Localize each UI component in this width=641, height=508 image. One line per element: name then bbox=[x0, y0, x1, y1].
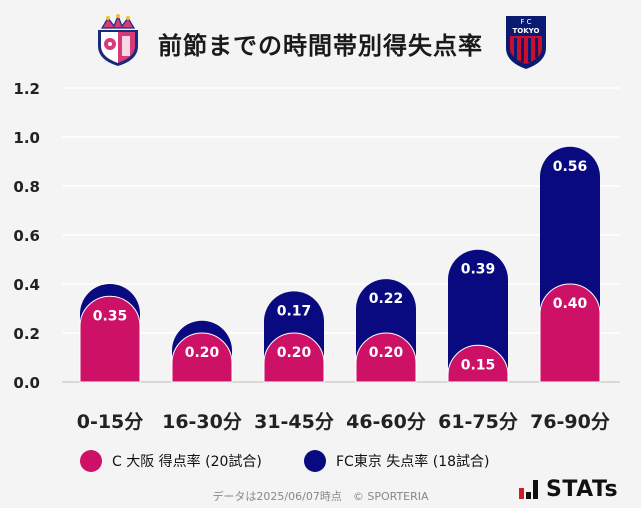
bar-cerezo bbox=[79, 295, 141, 383]
data-label-fctokyo: 0.22 bbox=[369, 291, 404, 307]
y-tick-label: 0.0 bbox=[13, 374, 40, 392]
chart-title: 前節までの時間帯別得失点率 bbox=[158, 32, 483, 60]
cerezo-osaka-crest-icon bbox=[98, 14, 138, 66]
x-tick-label: 46-60分 bbox=[346, 411, 426, 433]
legend-label-fctokyo: FC東京 失点率 (18試合) bbox=[336, 454, 490, 470]
y-tick-label: 0.2 bbox=[13, 325, 40, 343]
bar-cerezo bbox=[355, 332, 417, 383]
bar-cerezo bbox=[447, 344, 509, 383]
stats-brand: STATs bbox=[518, 476, 618, 502]
legend-item-fctokyo: FC東京 失点率 (18試合) bbox=[304, 450, 489, 472]
grid-lines bbox=[62, 87, 620, 383]
x-tick-label: 0-15分 bbox=[77, 411, 144, 433]
y-tick-label: 1.0 bbox=[13, 129, 40, 147]
stats-logo-icon bbox=[519, 480, 538, 499]
bar-cerezo bbox=[171, 332, 233, 383]
data-label-cerezo: 0.20 bbox=[369, 345, 404, 361]
bar-cerezo bbox=[539, 283, 601, 383]
x-tick-label: 31-45分 bbox=[254, 411, 334, 433]
y-tick-label: 1.2 bbox=[13, 80, 40, 98]
x-tick-label: 16-30分 bbox=[162, 411, 242, 433]
y-tick-label: 0.4 bbox=[13, 276, 40, 294]
legend-swatch-fctokyo bbox=[304, 450, 326, 472]
data-label-fctokyo: 0.17 bbox=[277, 303, 312, 319]
header: 前節までの時間帯別得失点率 F C TOKYO bbox=[0, 0, 641, 80]
data-label-cerezo: 0.40 bbox=[553, 296, 588, 312]
x-tick-label: 76-90分 bbox=[530, 411, 610, 433]
y-tick-label: 0.8 bbox=[13, 178, 40, 196]
data-label-cerezo: 0.35 bbox=[93, 308, 128, 324]
data-label-cerezo: 0.20 bbox=[185, 345, 220, 361]
data-labels: 0.35 0.20 0.20 0.17 0.20 0.22 0.15 0.39 0.40 0.56 bbox=[93, 159, 588, 373]
bars bbox=[79, 146, 601, 383]
y-axis-ticks: 0.0 0.2 0.4 0.6 0.8 1.0 1.2 bbox=[13, 80, 40, 392]
data-label-fctokyo: 0.56 bbox=[553, 159, 588, 175]
bar-cerezo bbox=[263, 332, 325, 383]
data-label-cerezo: 0.15 bbox=[461, 357, 496, 373]
bar-chart: 0.00.20.40.60.81.01.2 0.350.20 0.200.170.… bbox=[13, 80, 620, 433]
y-tick-label: 0.6 bbox=[13, 227, 40, 245]
crest-text-fc: F C bbox=[520, 18, 531, 26]
x-tick-label: 61-75分 bbox=[438, 411, 518, 433]
legend-swatch-cerezo bbox=[80, 450, 102, 472]
legend-label-cerezo: C 大阪 得点率 (20試合) bbox=[112, 454, 262, 470]
legend-item-cerezo: C 大阪 得点率 (20試合) bbox=[80, 450, 262, 472]
data-label-cerezo: 0.20 bbox=[277, 345, 312, 361]
footer-note: データは2025/06/07時点 © SPORTERIA bbox=[212, 490, 429, 503]
x-axis-ticks: 0-15分 16-30分 31-45分 46-60分 61-75分 76-90分 bbox=[77, 411, 610, 433]
stats-brand-text: STATs bbox=[546, 476, 619, 502]
crest-text-tokyo: TOKYO bbox=[513, 27, 540, 35]
fc-tokyo-crest-icon: F C TOKYO bbox=[506, 16, 546, 69]
data-label-fctokyo: 0.39 bbox=[461, 262, 496, 278]
